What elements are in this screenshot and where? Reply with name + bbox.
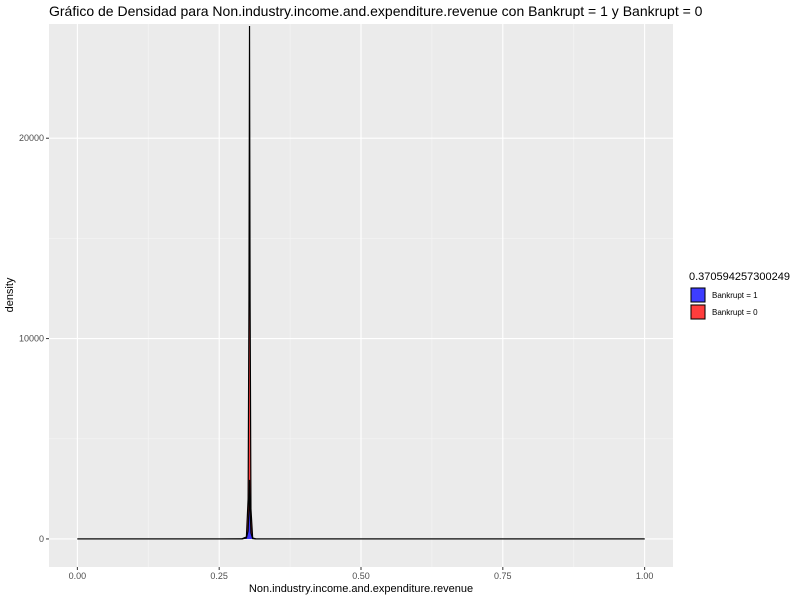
x-tick-label: 0.00 (69, 571, 87, 581)
x-axis-title: Non.industry.income.and.expenditure.reve… (249, 583, 473, 595)
density-areas (77, 25, 645, 540)
legend-label: Bankrupt = 0 (712, 308, 758, 317)
x-tick-label: 0.50 (352, 571, 370, 581)
legend-title: 0.370594257300249 (689, 271, 790, 283)
x-tick-label: 0.75 (494, 571, 512, 581)
y-tick-label: 0 (39, 534, 44, 544)
legend-label: Bankrupt = 1 (712, 291, 758, 300)
x-tick-label: 1.00 (636, 571, 654, 581)
y-tick-label: 10000 (19, 334, 44, 344)
legend-key (690, 287, 706, 303)
y-tick-label: 20000 (19, 133, 44, 143)
x-axis-ticks: 0.00 0.25 0.50 0.75 1.00 (69, 567, 654, 581)
y-axis-ticks: 0 10000 20000 (19, 133, 49, 544)
legend: 0.370594257300249 Bankrupt = 1 Bankrupt =… (689, 271, 790, 320)
y-axis-title: density (4, 277, 16, 312)
density-line (77, 479, 645, 540)
x-tick-label: 0.25 (210, 571, 228, 581)
chart-title: Gráfico de Densidad para Non.industry.in… (49, 3, 703, 19)
legend-key (690, 304, 706, 320)
grid-lines (49, 24, 673, 567)
